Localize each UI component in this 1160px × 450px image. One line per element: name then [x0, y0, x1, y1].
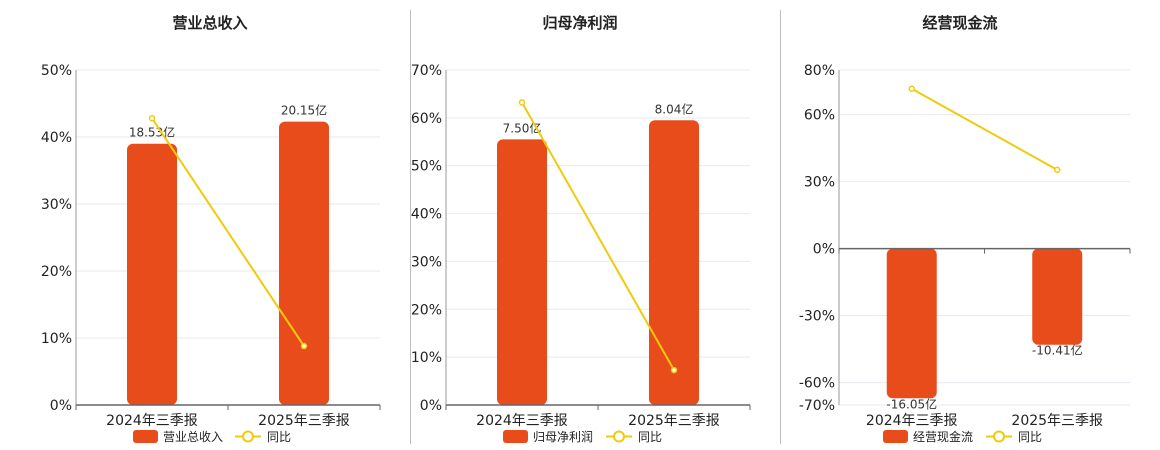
line-point	[300, 342, 308, 350]
legend: 营业总收入 同比	[133, 430, 291, 444]
legend-label: 同比	[267, 430, 291, 444]
y-tick-label: 50%	[411, 159, 442, 175]
cash-flow-chart: 经营现金流 -70% -60% -30% 0% 30% 60% 80% -16.05亿 -10.4…	[799, 14, 1131, 444]
y-tick-label: -70%	[799, 398, 835, 414]
x-category-label: 2025年三季报	[1011, 413, 1103, 429]
bar-data-label: -10.41亿	[1032, 343, 1083, 358]
y-tick-label: 70%	[411, 63, 442, 79]
line-point	[1054, 166, 1061, 174]
revenue-chart: 营业总收入 0% 10% 20% 30% 40% 50% 18.53亿 20.15亿 2024年三…	[41, 14, 381, 444]
bar-data-label: 20.15亿	[281, 103, 327, 118]
legend-bar-swatch	[503, 430, 528, 443]
net-profit-chart: 归母净利润 0% 10% 20% 30% 40% 50% 60% 70% 7.50亿 8.04亿 20…	[411, 14, 751, 444]
line-同比	[151, 117, 305, 347]
bar-data-label: 7.50亿	[503, 120, 542, 135]
bar-data-label: 8.04亿	[655, 101, 694, 116]
legend: 归母净利润 同比	[503, 430, 662, 444]
y-tick-label: 60%	[804, 108, 835, 124]
legend-label: 经营现金流	[913, 429, 973, 444]
y-tick-label: -30%	[799, 309, 835, 325]
legend-line-marker	[242, 430, 254, 443]
y-tick-label: 10%	[411, 350, 442, 366]
line-point	[148, 114, 156, 122]
bar-营业总收入	[279, 121, 329, 405]
x-category-label: 2025年三季报	[258, 413, 350, 429]
x-category-label: 2024年三季报	[106, 413, 198, 429]
y-tick-label: 0%	[420, 398, 442, 414]
bar-经营现金流	[1032, 248, 1083, 345]
y-tick-label: 20%	[41, 264, 72, 280]
x-category-label: 2024年三季报	[866, 413, 958, 429]
legend-label: 同比	[1018, 430, 1042, 444]
y-tick-label: 50%	[41, 63, 72, 79]
y-tick-label: 40%	[41, 130, 72, 146]
y-tick-label: 30%	[411, 254, 442, 270]
y-tick-label: 30%	[804, 175, 835, 191]
x-category-label: 2024年三季报	[476, 413, 568, 429]
y-tick-label: 80%	[804, 63, 835, 79]
legend-bar-swatch	[133, 430, 158, 443]
line-同比	[911, 87, 1058, 171]
bar-data-label: -16.05亿	[886, 396, 937, 411]
x-category-label: 2025年三季报	[628, 413, 720, 429]
chart-panel-cash-flow: 经营现金流 -70% -60% -30% 0% 30% 60% 80% -16.05亿 -10.4…	[781, 0, 1160, 450]
legend-label: 同比	[638, 430, 662, 444]
legend-label: 营业总收入	[163, 430, 223, 444]
y-tick-label: 60%	[411, 111, 442, 127]
chart-title: 归母净利润	[542, 14, 617, 32]
bar-归母净利润	[649, 120, 699, 405]
legend-line-marker	[993, 430, 1005, 443]
chart-title: 营业总收入	[172, 14, 247, 32]
legend-label: 归母净利润	[533, 430, 593, 444]
y-tick-label: 20%	[411, 302, 442, 318]
bar-归母净利润	[497, 139, 547, 405]
line-point	[518, 99, 526, 106]
y-tick-label: 0%	[50, 398, 72, 414]
chart-panel-net-profit: 归母净利润 0% 10% 20% 30% 40% 50% 60% 70% 7.50亿 8.04亿 20…	[411, 0, 780, 450]
legend: 经营现金流 同比	[883, 429, 1042, 444]
line-point	[670, 366, 678, 374]
line-point	[908, 85, 915, 93]
y-tick-label: 0%	[813, 242, 835, 258]
bar-data-label: 18.53亿	[129, 125, 175, 140]
legend-line-marker	[613, 430, 625, 443]
y-tick-label: -60%	[799, 376, 835, 392]
bar-经营现金流	[886, 248, 937, 399]
panel-divider	[780, 10, 781, 444]
legend-bar-swatch	[883, 430, 908, 443]
chart-panel-revenue: 营业总收入 0% 10% 20% 30% 40% 50% 18.53亿 20.15亿 2024年三…	[0, 0, 410, 450]
panel-divider	[410, 10, 411, 444]
y-tick-label: 30%	[41, 197, 72, 213]
y-tick-label: 10%	[41, 331, 72, 347]
y-tick-label: 40%	[411, 207, 442, 223]
bar-营业总收入	[127, 143, 177, 405]
chart-title: 经营现金流	[922, 14, 997, 32]
line-同比	[521, 102, 675, 371]
